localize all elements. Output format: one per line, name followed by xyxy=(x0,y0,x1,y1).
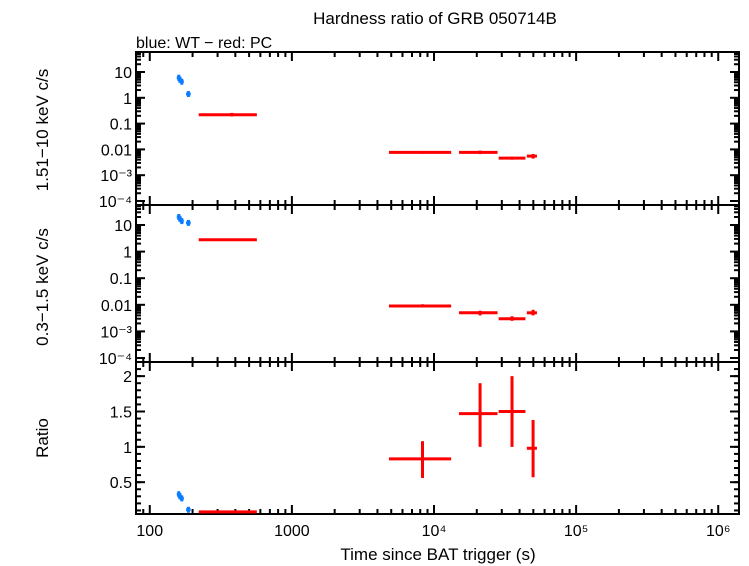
data-point xyxy=(459,383,498,447)
y-tick-label: 0.1 xyxy=(110,271,132,288)
x-tick-label: 10⁴ xyxy=(422,523,447,540)
data-point xyxy=(459,150,498,155)
data-point xyxy=(186,219,191,226)
x-tick-label: 10⁵ xyxy=(564,523,588,540)
data-point xyxy=(459,310,498,316)
plot-frame xyxy=(135,204,740,363)
data-point xyxy=(388,304,452,308)
y-tick-label: 10⁻⁴ xyxy=(99,351,132,368)
y-axis-label: 1.51−10 keV c/s xyxy=(33,69,52,191)
data-point xyxy=(388,441,452,478)
y-tick-label: 10⁻³ xyxy=(100,324,132,341)
y-axis-label: 0.3−1.5 keV c/s xyxy=(33,228,52,346)
chart-subtitle: blue: WT − red: PC xyxy=(136,35,272,52)
data-point xyxy=(526,154,537,159)
data-point xyxy=(198,238,257,242)
y-tick-label: 2 xyxy=(123,369,132,386)
y-tick-label: 1 xyxy=(123,91,132,108)
y-tick-label: 0.01 xyxy=(101,142,132,159)
data-point xyxy=(198,112,257,117)
data-point xyxy=(179,218,184,225)
data-point xyxy=(198,510,257,514)
data-point xyxy=(179,495,184,502)
plot-frame xyxy=(135,51,740,206)
data-point xyxy=(186,506,191,513)
y-tick-label: 10⁻³ xyxy=(100,168,132,185)
y-tick-label: 0.5 xyxy=(110,475,132,492)
x-tick-label: 1000 xyxy=(274,523,310,540)
data-point xyxy=(498,376,526,447)
data-point xyxy=(526,309,537,316)
data-point xyxy=(186,91,191,98)
y-axis-label: Ratio xyxy=(33,418,52,458)
data-point xyxy=(498,156,526,160)
x-tick-label: 10⁶ xyxy=(706,523,730,540)
y-tick-label: 0.01 xyxy=(101,298,132,315)
y-tick-label: 1 xyxy=(123,440,132,457)
data-point xyxy=(498,316,526,321)
y-tick-label: 1 xyxy=(123,245,132,262)
y-tick-label: 10 xyxy=(114,218,132,235)
x-axis-label: Time since BAT trigger (s) xyxy=(340,545,535,564)
y-tick-label: 10 xyxy=(114,65,132,82)
x-tick-label: 100 xyxy=(136,523,163,540)
y-tick-label: 10⁻⁴ xyxy=(99,194,132,211)
data-point xyxy=(388,150,452,154)
data-point xyxy=(526,419,537,478)
data-point xyxy=(179,78,184,85)
y-tick-label: 1.5 xyxy=(110,404,132,421)
chart-title: Hardness ratio of GRB 050714B xyxy=(313,9,557,28)
plot-frame xyxy=(135,361,740,515)
y-tick-label: 0.1 xyxy=(110,117,132,134)
